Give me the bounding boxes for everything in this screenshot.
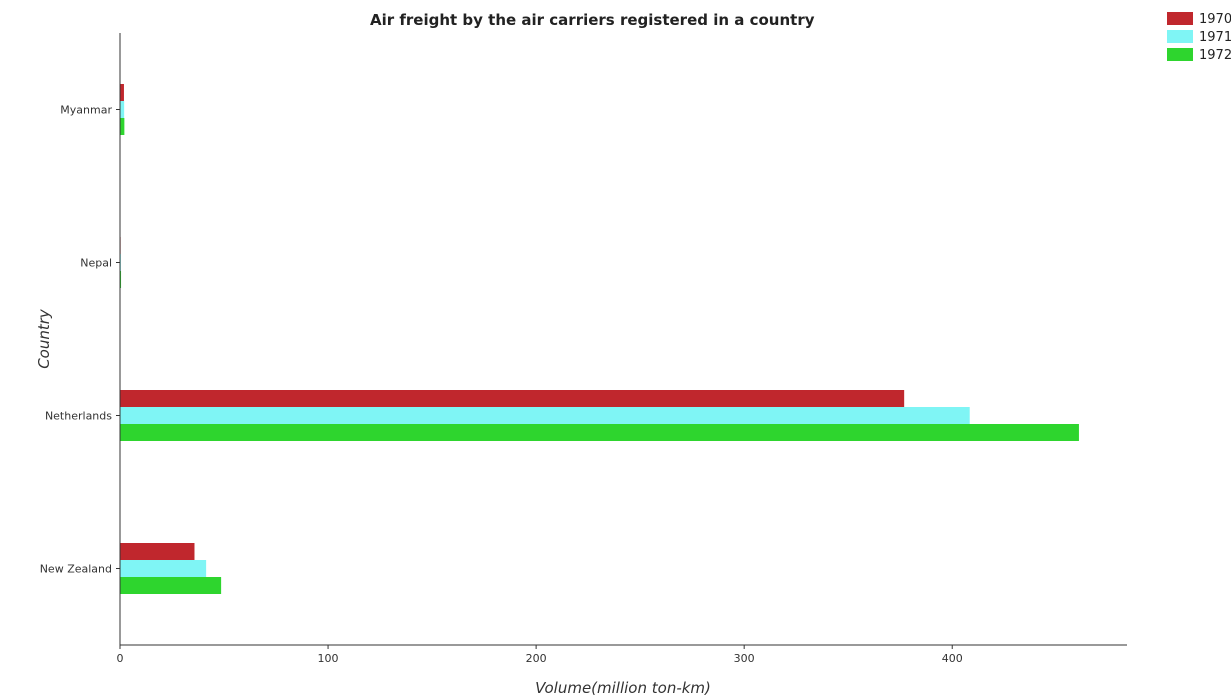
bar-new-zealand-1972	[120, 577, 222, 594]
bar-myanmar-1970	[120, 84, 124, 101]
x-tick-label: 0	[117, 652, 124, 665]
x-tick-label: 100	[318, 652, 339, 665]
legend: 1970 1971 1972	[1167, 12, 1231, 63]
bar-nepal-1972	[120, 271, 122, 288]
x-tick-label: 300	[734, 652, 755, 665]
x-tick-label: 400	[942, 652, 963, 665]
y-ticks-group: Myanmar Nepal Netherlands New Zealand	[40, 104, 120, 576]
bar-myanmar-1972	[120, 118, 125, 135]
legend-label-1970: 1970	[1199, 12, 1231, 27]
bar-new-zealand-1970	[120, 543, 195, 560]
chart-title: Air freight by the air carriers register…	[370, 11, 815, 29]
bar-myanmar-1971	[120, 101, 125, 118]
legend-swatch-1971	[1167, 30, 1193, 43]
x-axis-label: Volume(million ton-km)	[535, 679, 711, 697]
legend-swatch-1970	[1167, 12, 1193, 25]
y-tick-label: Netherlands	[45, 410, 112, 423]
y-tick-label: New Zealand	[40, 563, 112, 576]
bar-netherlands-1971	[120, 407, 970, 424]
legend-label-1972: 1972	[1199, 48, 1231, 63]
bars-group	[120, 84, 1079, 594]
x-tick-label: 200	[526, 652, 547, 665]
y-tick-label: Myanmar	[60, 104, 112, 117]
x-ticks-group: 0 100 200 300 400	[117, 645, 963, 665]
bar-netherlands-1972	[120, 424, 1079, 441]
legend-label-1971: 1971	[1199, 30, 1231, 45]
bar-new-zealand-1971	[120, 560, 207, 577]
y-tick-label: Nepal	[80, 257, 112, 270]
plot-area	[120, 33, 1127, 645]
bar-netherlands-1970	[120, 390, 905, 407]
legend-swatch-1972	[1167, 48, 1193, 61]
y-axis-label: Country	[35, 308, 53, 369]
